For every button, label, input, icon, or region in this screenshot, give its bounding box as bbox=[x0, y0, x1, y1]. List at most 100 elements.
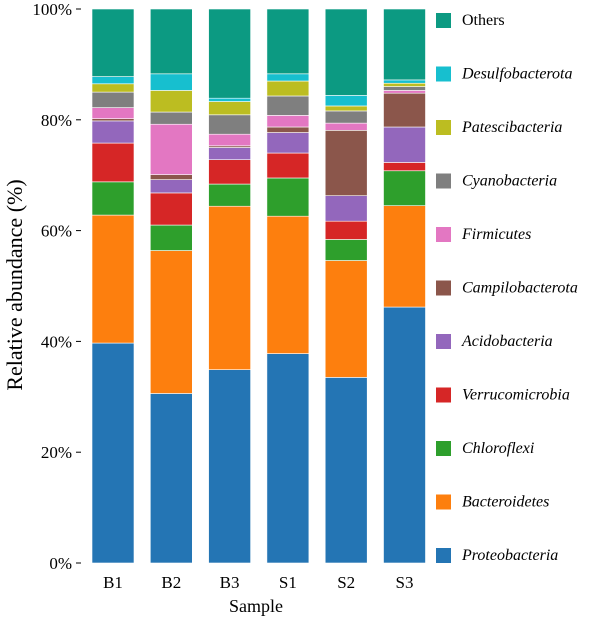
y-tick-label: 60% bbox=[41, 222, 72, 241]
x-tick-label: S2 bbox=[337, 573, 355, 592]
legend-item-firmicutes: Firmicutes bbox=[436, 226, 531, 243]
bar-segment-cyanobacteria-s3 bbox=[383, 86, 426, 91]
bar-segment-verrucomicrobia-b1 bbox=[91, 142, 135, 183]
bar-segment-others-b1 bbox=[91, 8, 135, 77]
legend-swatch bbox=[436, 441, 451, 456]
y-axis-ticks: 0% 20% 40% 60% 80% 100% bbox=[32, 0, 81, 573]
legend-label: Firmicutes bbox=[461, 226, 531, 243]
bar-segment-acidobacteria-s3 bbox=[383, 126, 426, 163]
legend-item-desulfobacterota: Desulfobacterota bbox=[436, 66, 573, 83]
bar-segment-others-b3 bbox=[208, 8, 251, 99]
bar-segment-bacteroidetes-b3 bbox=[208, 205, 251, 370]
legend-label: Proteobacteria bbox=[461, 547, 558, 564]
bar-segment-proteobacteria-b1 bbox=[91, 342, 135, 564]
legend-label: Cyanobacteria bbox=[462, 173, 557, 190]
x-tick-label: S1 bbox=[279, 573, 297, 592]
legend-swatch bbox=[436, 227, 451, 242]
bar-segment-firmicutes-s1 bbox=[266, 115, 310, 128]
legend-item-campilobacterota: Campilobacterota bbox=[436, 280, 578, 297]
bar-segment-bacteroidetes-b2 bbox=[150, 250, 193, 394]
legend-label: Bacteroidetes bbox=[462, 494, 549, 511]
legend-item-verrucomicrobia: Verrucomicrobia bbox=[436, 387, 570, 404]
bar-segment-chloroflexi-s1 bbox=[266, 177, 310, 217]
bar-segment-desulfobacterota-b3 bbox=[208, 97, 251, 102]
bar-segment-campilobacterota-b2 bbox=[150, 174, 193, 180]
legend-label: Verrucomicrobia bbox=[462, 387, 570, 404]
bar-segment-others-s1 bbox=[266, 8, 310, 75]
y-tick-label: 80% bbox=[41, 111, 72, 130]
bar-stack-s2 bbox=[324, 8, 368, 564]
bar-segment-desulfobacterota-s3 bbox=[383, 79, 426, 84]
bar-stack-b1 bbox=[91, 8, 135, 564]
legend-item-proteobacteria: Proteobacteria bbox=[436, 547, 558, 564]
bar-segment-proteobacteria-s2 bbox=[324, 377, 368, 564]
legend-swatch bbox=[436, 120, 451, 135]
bar-segment-acidobacteria-b1 bbox=[91, 120, 135, 144]
legend-item-patescibacteria: Patescibacteria bbox=[436, 119, 562, 136]
legend-swatch bbox=[436, 173, 451, 189]
bar-segment-patescibacteria-b2 bbox=[150, 90, 193, 113]
bar-segment-chloroflexi-b3 bbox=[208, 183, 251, 207]
bar-stacks bbox=[91, 8, 426, 564]
bar-segment-cyanobacteria-b1 bbox=[91, 91, 135, 108]
bar-segment-proteobacteria-s3 bbox=[383, 306, 426, 564]
bar-segment-acidobacteria-s2 bbox=[324, 195, 368, 222]
bar-segment-firmicutes-b1 bbox=[91, 107, 135, 119]
legend-swatch bbox=[436, 13, 451, 28]
bar-segment-acidobacteria-s1 bbox=[266, 132, 310, 154]
bar-segment-cyanobacteria-b2 bbox=[150, 111, 193, 125]
x-axis-ticks: B1 B2 B3 S1 S2 S3 bbox=[103, 573, 413, 592]
bar-segment-firmicutes-s3 bbox=[383, 90, 426, 94]
bar-segment-cyanobacteria-s2 bbox=[324, 110, 368, 124]
bar-segment-firmicutes-s2 bbox=[324, 122, 368, 131]
bar-segment-patescibacteria-s2 bbox=[324, 105, 368, 112]
bar-segment-verrucomicrobia-b2 bbox=[150, 192, 193, 226]
bar-segment-proteobacteria-b3 bbox=[208, 369, 251, 564]
legend-label: Others bbox=[462, 12, 505, 29]
bar-segment-others-b2 bbox=[150, 8, 193, 75]
y-axis-title: Relative abundance (%) bbox=[2, 179, 27, 390]
legend-label: Acidobacteria bbox=[461, 333, 553, 350]
bar-stack-b2 bbox=[150, 8, 193, 564]
legend-swatch bbox=[436, 280, 451, 296]
bar-segment-patescibacteria-s1 bbox=[266, 80, 310, 97]
bar-segment-firmicutes-b2 bbox=[150, 123, 193, 175]
legend-swatch bbox=[436, 387, 451, 403]
x-axis-title: Sample bbox=[229, 596, 283, 616]
bar-segment-chloroflexi-s3 bbox=[383, 170, 426, 206]
legend-swatch bbox=[436, 334, 451, 349]
bar-segment-proteobacteria-s1 bbox=[266, 353, 310, 564]
bar-segment-campilobacterota-b1 bbox=[91, 118, 135, 122]
legend-item-acidobacteria: Acidobacteria bbox=[436, 333, 553, 350]
bar-segment-patescibacteria-b3 bbox=[208, 101, 251, 116]
bar-stack-b3 bbox=[208, 8, 251, 564]
legend: Others Desulfobacterota Patescibacteria Cya… bbox=[436, 12, 578, 564]
bar-segment-bacteroidetes-s1 bbox=[266, 215, 310, 354]
bar-segment-acidobacteria-b2 bbox=[150, 179, 193, 194]
y-tick-label: 0% bbox=[49, 554, 72, 573]
legend-item-chloroflexi: Chloroflexi bbox=[436, 440, 534, 457]
bar-segment-cyanobacteria-b3 bbox=[208, 114, 251, 135]
y-tick-label: 20% bbox=[41, 443, 72, 462]
bar-segment-patescibacteria-b1 bbox=[91, 83, 135, 93]
bar-segment-bacteroidetes-s2 bbox=[324, 260, 368, 378]
bar-segment-firmicutes-b3 bbox=[208, 133, 251, 147]
bar-segment-verrucomicrobia-s1 bbox=[266, 152, 310, 179]
x-tick-label: B2 bbox=[161, 573, 181, 592]
legend-label: Chloroflexi bbox=[462, 440, 534, 457]
legend-swatch bbox=[436, 548, 451, 563]
legend-item-others: Others bbox=[436, 12, 505, 29]
bar-segment-acidobacteria-b3 bbox=[208, 147, 251, 160]
legend-label: Campilobacterota bbox=[462, 280, 578, 297]
bar-segment-desulfobacterota-b2 bbox=[150, 73, 193, 91]
bar-segment-campilobacterota-s3 bbox=[383, 92, 426, 128]
bar-segment-campilobacterota-s2 bbox=[324, 130, 368, 196]
bar-segment-chloroflexi-b1 bbox=[91, 181, 135, 216]
bar-segment-others-s3 bbox=[383, 8, 426, 81]
bar-segment-cyanobacteria-s1 bbox=[266, 95, 310, 116]
y-tick-label: 100% bbox=[32, 0, 72, 19]
legend-item-cyanobacteria: Cyanobacteria bbox=[436, 173, 557, 190]
bar-segment-campilobacterota-s1 bbox=[266, 126, 310, 133]
legend-swatch bbox=[436, 494, 451, 510]
